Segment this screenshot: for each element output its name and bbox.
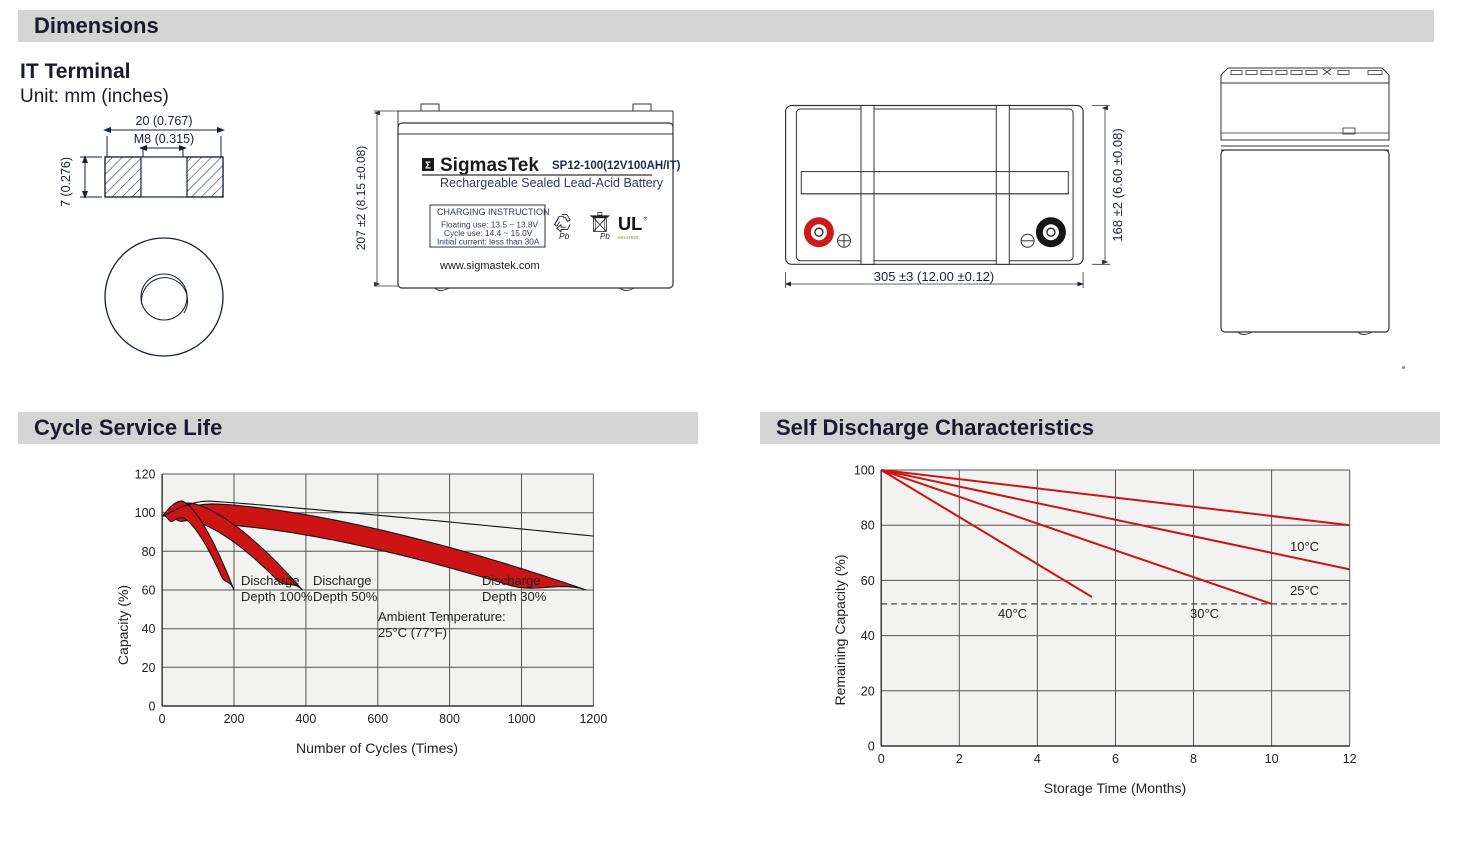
svg-text:0: 0 [159,712,166,726]
svg-text:1000: 1000 [508,712,536,726]
svg-text:207 ±2 (8.15 ±0.08): 207 ±2 (8.15 ±0.08) [354,146,368,251]
svg-text:25°C: 25°C [1290,583,1319,598]
svg-text:40: 40 [861,629,875,643]
svg-text:Pb: Pb [559,231,570,241]
svg-text:8: 8 [1190,752,1197,766]
svg-text:60: 60 [861,574,875,588]
svg-text:Rechargeable Sealed Lead-Acid: Rechargeable Sealed Lead-Acid Battery [440,176,664,190]
svg-text:80: 80 [861,519,875,533]
svg-text:40°C: 40°C [998,606,1027,621]
svg-text:12: 12 [1343,752,1357,766]
svg-text:M8 (0.315): M8 (0.315) [134,132,194,146]
svg-text:CHARGING INSTRUCTION: CHARGING INSTRUCTION [437,207,550,217]
svg-text:®: ® [644,216,648,223]
svg-text:6: 6 [1112,752,1119,766]
svg-text:Ambient Temperature:: Ambient Temperature: [378,609,506,624]
svg-text:20 (0.767): 20 (0.767) [136,114,193,128]
svg-text:Discharge: Discharge [313,573,372,588]
svg-text:UL: UL [618,213,642,234]
svg-text:1200: 1200 [579,712,607,726]
svg-text:Remaining Capacity (%): Remaining Capacity (%) [832,555,848,706]
svg-text:60: 60 [142,584,156,598]
svg-text:Capacity (%): Capacity (%) [115,585,131,665]
svg-text:4: 4 [1034,752,1041,766]
svg-text:600: 600 [367,712,388,726]
svg-text:Discharge: Discharge [241,573,300,588]
svg-text:Depth 50%: Depth 50% [313,589,378,604]
svg-text:200: 200 [224,712,245,726]
svg-text:800: 800 [439,712,460,726]
svg-text:0: 0 [868,740,875,754]
svg-text:SP12-100(12V100AH/IT): SP12-100(12V100AH/IT) [552,160,681,172]
svg-text:0: 0 [878,752,885,766]
svg-text:305 ±3 (12.00 ±0.12): 305 ±3 (12.00 ±0.12) [874,269,995,284]
svg-text:10°C: 10°C [1290,539,1319,554]
svg-text:Number of Cycles (Times): Number of Cycles (Times) [296,740,458,756]
svg-text:168 ±2 (6.60 ±0.08): 168 ±2 (6.60 ±0.08) [1110,128,1125,241]
svg-text:MH47929: MH47929 [618,235,639,241]
svg-text:100: 100 [135,506,156,520]
svg-text:SigmasTek: SigmasTek [440,155,539,176]
svg-text:20: 20 [861,684,875,698]
svg-text:www.sigmastek.com: www.sigmastek.com [439,260,540,272]
svg-text:400: 400 [295,712,316,726]
svg-text:7 (0.276): 7 (0.276) [59,157,73,207]
svg-text:Pb: Pb [600,232,610,241]
svg-text:80: 80 [142,545,156,559]
svg-text:Depth 100%: Depth 100% [241,589,313,604]
svg-text:Depth 30%: Depth 30% [482,589,547,604]
svg-text:0: 0 [149,700,156,714]
svg-text:Initial current: less than 30A: Initial current: less than 30A [437,237,540,247]
svg-text:30°C: 30°C [1190,606,1219,621]
svg-text:Storage Time (Months): Storage Time (Months) [1044,780,1186,796]
svg-text:120: 120 [135,468,156,482]
svg-text:20: 20 [142,661,156,675]
svg-text:2: 2 [956,752,963,766]
svg-text:25°C (77°F): 25°C (77°F) [378,625,447,640]
svg-text:Σ: Σ [425,161,431,172]
svg-text:Discharge: Discharge [482,573,541,588]
svg-text:100: 100 [854,464,875,478]
svg-text:40: 40 [142,622,156,636]
svg-text:10: 10 [1265,752,1279,766]
